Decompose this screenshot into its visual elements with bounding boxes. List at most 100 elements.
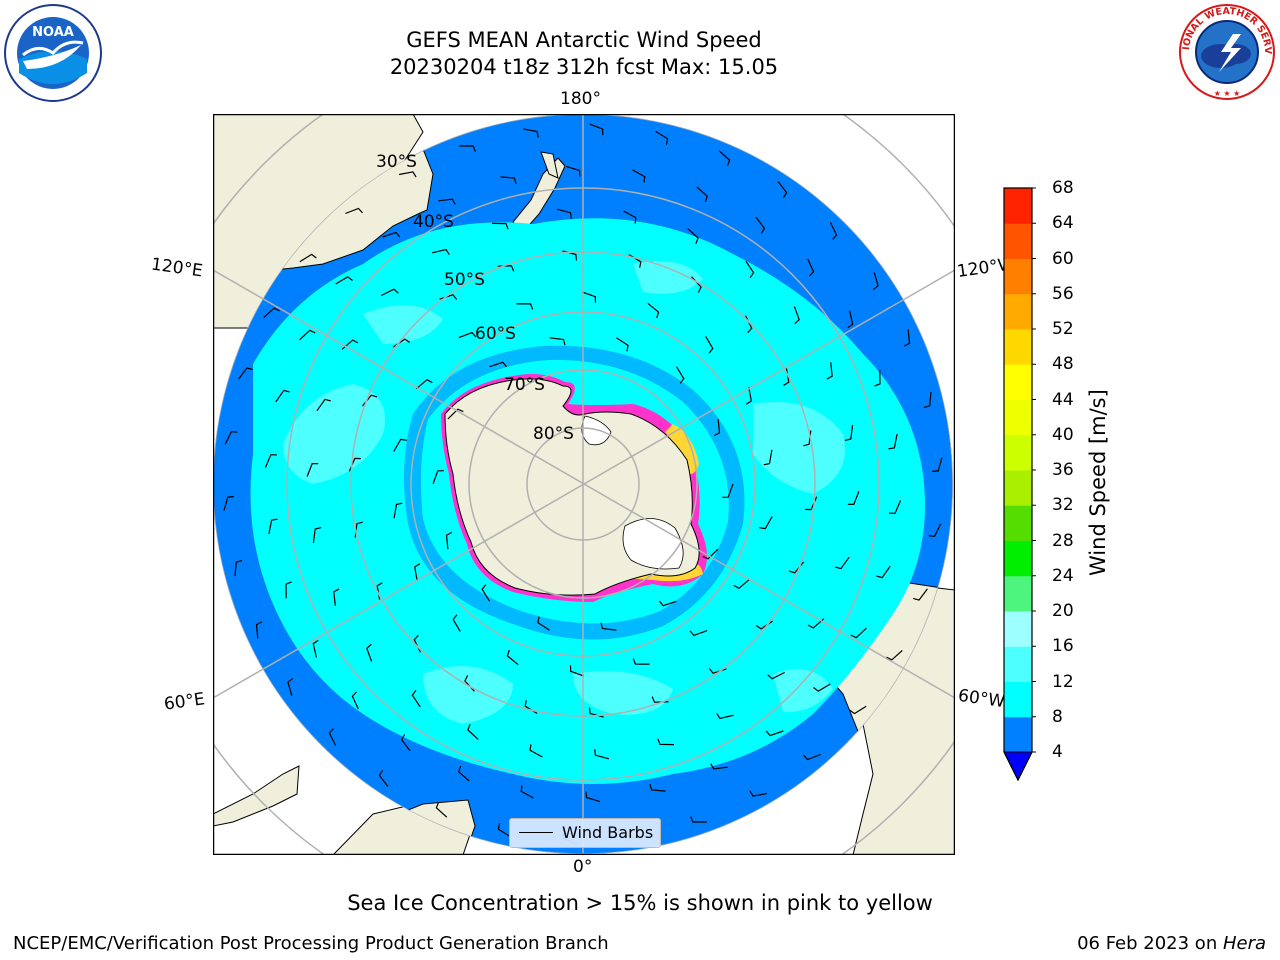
wind-barb bbox=[415, 378, 433, 390]
wind-barb bbox=[872, 272, 879, 290]
wind-barb bbox=[438, 198, 456, 205]
wind-barb bbox=[705, 336, 714, 354]
colorbar-segment bbox=[1004, 188, 1032, 224]
wind-barb bbox=[565, 165, 581, 177]
wind-barb bbox=[549, 337, 566, 346]
colorbar-segment bbox=[1004, 293, 1032, 330]
colorbar-tick-label: 52 bbox=[1052, 319, 1074, 339]
colorbar-segment bbox=[1004, 434, 1032, 471]
wind-barb bbox=[445, 531, 453, 550]
wind-barb bbox=[435, 801, 448, 818]
wind-barb bbox=[393, 438, 407, 452]
footer-date: 06 Feb 2023 on Hera bbox=[1077, 933, 1266, 955]
colorbar-segment bbox=[1004, 399, 1032, 436]
wind-barb bbox=[411, 689, 421, 708]
lat-label-40s: 40°S bbox=[413, 212, 454, 232]
colorbar-segment bbox=[1004, 716, 1032, 753]
colorbar-tick-label: 24 bbox=[1052, 565, 1074, 586]
wind-barb bbox=[793, 306, 800, 325]
wind-barb bbox=[658, 600, 677, 607]
lon-label-120e: 120°E bbox=[149, 254, 204, 282]
wind-barb bbox=[491, 222, 509, 230]
wind-barb bbox=[835, 556, 850, 570]
wind-barb bbox=[500, 176, 517, 185]
wind-barb bbox=[537, 616, 550, 631]
wind-barb bbox=[467, 724, 479, 740]
wind-barb bbox=[632, 658, 650, 665]
wind-barb bbox=[829, 222, 838, 240]
wind-barb bbox=[268, 518, 278, 535]
polar-map bbox=[212, 113, 956, 856]
wind-barb bbox=[849, 705, 867, 715]
wind-barb bbox=[616, 337, 629, 352]
colorbar-segment bbox=[1004, 329, 1032, 365]
wind-barb bbox=[299, 329, 316, 341]
wind-barb bbox=[447, 408, 464, 420]
lat-label-50s: 50°S bbox=[444, 270, 485, 290]
wind-barb bbox=[378, 769, 389, 787]
noaa-logo: NOAA bbox=[3, 3, 103, 103]
lat-label-60s: 60°S bbox=[475, 324, 516, 344]
wind-barb bbox=[432, 470, 444, 485]
wind-barb bbox=[733, 578, 751, 590]
wind-barb bbox=[763, 449, 773, 466]
wind-barb bbox=[458, 331, 477, 339]
chart-subtitle: 20230204 t18z 312h fcst Max: 15.05 bbox=[389, 55, 779, 79]
lon-label-0: 0° bbox=[573, 857, 593, 877]
wind-barb bbox=[351, 691, 359, 710]
wind-barb bbox=[690, 816, 707, 823]
wind-barb bbox=[657, 738, 675, 746]
wind-barb bbox=[594, 749, 610, 760]
wind-barb bbox=[759, 516, 773, 530]
wind-barb bbox=[600, 622, 617, 631]
wind-barb bbox=[722, 483, 734, 498]
wind-barb bbox=[807, 258, 815, 277]
wind-barb bbox=[928, 523, 942, 537]
lon-label-60e: 60°E bbox=[162, 689, 207, 715]
wind-barb bbox=[932, 457, 943, 472]
wind-barb bbox=[264, 454, 277, 468]
colorbar-tick-label: 28 bbox=[1052, 530, 1074, 551]
colorbar-tick-label: 36 bbox=[1052, 460, 1074, 480]
wind-barb bbox=[647, 302, 660, 319]
wind-barb bbox=[234, 559, 243, 577]
wind-barb bbox=[506, 649, 519, 666]
wind-barb bbox=[886, 649, 903, 661]
wind-barb bbox=[398, 171, 417, 178]
legend-line-swatch bbox=[519, 832, 553, 833]
wind-barb bbox=[847, 491, 860, 506]
colorbar-segment bbox=[1004, 223, 1032, 259]
wind-barb bbox=[556, 208, 572, 219]
colorbar-tick-label: 16 bbox=[1052, 636, 1074, 657]
colorbar-tick-label: 56 bbox=[1052, 283, 1074, 304]
footer-credit: NCEP/EMC/Verification Post Processing Pr… bbox=[13, 933, 609, 954]
wind-barb bbox=[623, 210, 637, 224]
colorbar-segment bbox=[1004, 611, 1032, 647]
lat-label-80s: 80°S bbox=[533, 424, 574, 444]
wind-barb bbox=[381, 288, 399, 297]
wind-barb bbox=[655, 130, 669, 145]
wind-barb bbox=[826, 362, 833, 380]
wind-barb bbox=[452, 614, 461, 632]
wind-barb bbox=[223, 496, 234, 511]
colorbar-tick-label: 48 bbox=[1052, 354, 1074, 375]
wind-barb bbox=[585, 791, 601, 803]
colorbar-tick-label: 68 bbox=[1052, 178, 1074, 198]
wind-barb bbox=[687, 228, 699, 244]
wind-barb bbox=[807, 618, 825, 629]
colorbar-tick-label: 32 bbox=[1052, 495, 1074, 516]
colorbar-tick-label: 40 bbox=[1052, 424, 1074, 445]
wind-barb bbox=[874, 369, 881, 387]
colorbar-segment bbox=[1004, 470, 1032, 506]
wind-barb bbox=[888, 433, 898, 450]
wind-barb bbox=[696, 186, 709, 203]
wind-barb bbox=[497, 823, 511, 838]
colorbar-segment bbox=[1004, 575, 1032, 612]
wind-barb bbox=[749, 790, 768, 797]
wind-barb bbox=[713, 418, 721, 437]
wind-barb bbox=[702, 548, 719, 560]
wind-barb bbox=[632, 169, 646, 183]
colorbar-tick-label: 8 bbox=[1052, 706, 1063, 727]
wind-barb bbox=[333, 588, 340, 606]
wind-barb bbox=[850, 627, 867, 639]
